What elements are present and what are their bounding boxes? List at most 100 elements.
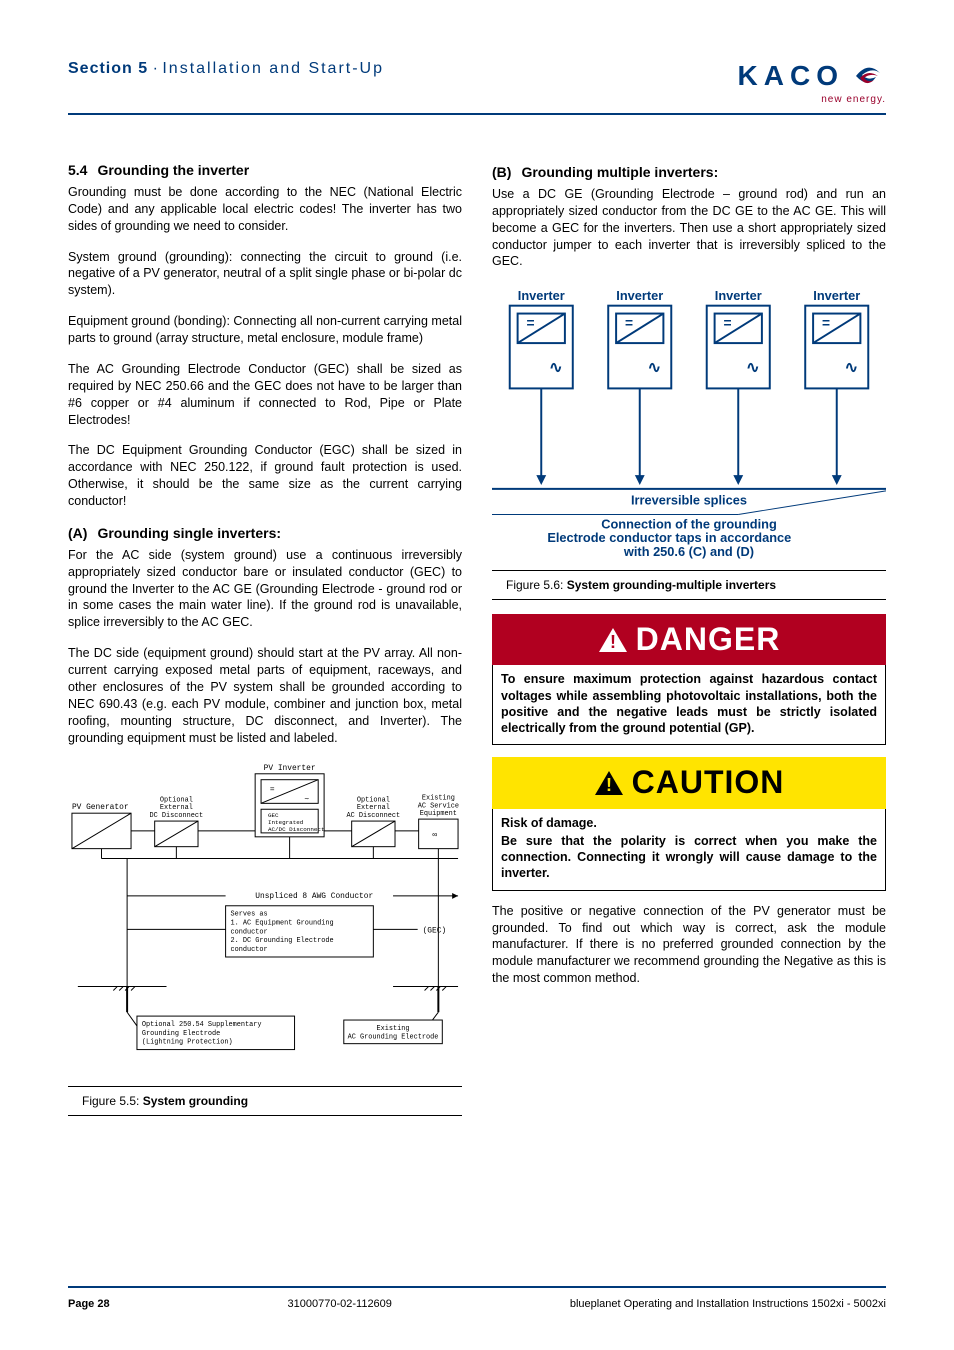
svg-text:Irreversible splices: Irreversible splices xyxy=(631,493,747,508)
svg-text:∿: ∿ xyxy=(549,360,562,377)
section-sep: · xyxy=(148,60,162,77)
para: Use a DC GE (Grounding Electrode – groun… xyxy=(492,186,886,270)
svg-text:(GEC): (GEC) xyxy=(423,927,447,936)
svg-text:(Lightning Protection): (Lightning Protection) xyxy=(142,1039,233,1047)
svg-text:=: = xyxy=(270,786,275,795)
svg-text:Unspliced 8 AWG Conductor: Unspliced 8 AWG Conductor xyxy=(255,892,373,901)
header-section: Section 5 · Installation and Start-Up xyxy=(68,60,384,78)
svg-text:AC Service: AC Service xyxy=(418,803,459,811)
danger-body: To ensure maximum protection against haz… xyxy=(492,665,886,745)
heading-text: Grounding multiple inverters: xyxy=(521,164,718,180)
para: The positive or negative connection of t… xyxy=(492,903,886,987)
svg-text:∿: ∿ xyxy=(648,360,661,377)
figure-title: System grounding xyxy=(143,1094,248,1108)
danger-header: ! DANGER xyxy=(492,614,886,665)
svg-text:Inverter: Inverter xyxy=(518,288,565,303)
footer-doc-title: blueplanet Operating and Installation In… xyxy=(570,1298,886,1310)
content-columns: 5.4 Grounding the inverter Grounding must… xyxy=(68,155,886,1130)
svg-text:Connection of the grounding: Connection of the grounding xyxy=(601,517,777,532)
section-title: Installation and Start-Up xyxy=(162,60,384,77)
svg-text:AC/DC Disconnect: AC/DC Disconnect xyxy=(268,826,325,833)
heading-text: Grounding single inverters: xyxy=(97,525,281,541)
heading-B: (B) Grounding multiple inverters: xyxy=(492,163,886,182)
page-header: Section 5 · Installation and Start-Up KA… xyxy=(68,60,886,115)
warning-icon: ! xyxy=(598,627,628,653)
svg-text:PV Inverter: PV Inverter xyxy=(264,764,316,773)
svg-text:=: = xyxy=(723,316,731,331)
right-column: (B) Grounding multiple inverters: Use a D… xyxy=(492,155,886,1130)
para: Equipment ground (bonding): Connecting a… xyxy=(68,313,462,347)
para: The DC side (equipment ground) should st… xyxy=(68,645,462,746)
caution-alert: ! CAUTION Risk of damage. Be sure that t… xyxy=(492,757,886,890)
svg-text:conductor: conductor xyxy=(231,946,268,954)
svg-text:!: ! xyxy=(606,775,612,795)
logo-text: KACO xyxy=(738,60,844,92)
svg-text:Electrode conductor taps in ac: Electrode conductor taps in accordance xyxy=(547,530,791,545)
footer-doc-id: 31000770-02-112609 xyxy=(288,1298,392,1310)
svg-text:PV Generator: PV Generator xyxy=(72,804,129,813)
svg-text:1. AC Equipment Grounding: 1. AC Equipment Grounding xyxy=(231,920,334,928)
svg-text:Optional: Optional xyxy=(357,797,390,805)
figure-5-5-caption: Figure 5.5: System grounding xyxy=(68,1086,462,1116)
para: The AC Grounding Electrode Conductor (GE… xyxy=(68,361,462,429)
page-number: 28 xyxy=(97,1298,109,1310)
section-label: Section 5 xyxy=(68,60,148,77)
heading-num: 5.4 xyxy=(68,162,87,178)
svg-text:Optional 250.54 Supplementary: Optional 250.54 Supplementary xyxy=(142,1021,262,1029)
svg-text:Serves as: Serves as xyxy=(231,911,268,919)
caution-header: ! CAUTION xyxy=(492,757,886,808)
svg-text:DC Disconnect: DC Disconnect xyxy=(150,813,204,821)
svg-text:=: = xyxy=(526,316,534,331)
svg-text:External: External xyxy=(160,805,193,813)
footer-page: Page 28 xyxy=(68,1298,110,1310)
svg-text:!: ! xyxy=(610,632,616,652)
para: For the AC side (system ground) use a co… xyxy=(68,547,462,631)
caution-body: Risk of damage. Be sure that the polarit… xyxy=(492,809,886,891)
heading-A: (A) Grounding single inverters: xyxy=(68,524,462,543)
svg-text:=: = xyxy=(625,316,633,331)
swirl-icon xyxy=(850,61,886,91)
para: Grounding must be done according to the … xyxy=(68,184,462,235)
figure-5-5-diagram: PV Inverter = ~ GEC Integrated AC/DC Dis… xyxy=(68,760,462,1075)
svg-text:Optional: Optional xyxy=(160,797,193,805)
svg-text:AC Disconnect: AC Disconnect xyxy=(347,813,401,821)
svg-text:=: = xyxy=(822,316,830,331)
caution-text: Be sure that the polarity is correct whe… xyxy=(501,833,877,882)
svg-text:Equipment: Equipment xyxy=(420,811,457,819)
page-label: Page xyxy=(68,1298,97,1310)
warning-icon: ! xyxy=(594,770,624,796)
logo-tagline: new energy. xyxy=(821,94,886,105)
figure-title: System grounding-multiple inverters xyxy=(567,578,776,592)
brand-logo: KACO new energy. xyxy=(738,60,886,105)
svg-text:∿: ∿ xyxy=(845,360,858,377)
svg-text:Inverter: Inverter xyxy=(616,288,663,303)
svg-text:Existing: Existing xyxy=(377,1025,410,1033)
page-footer: Page 28 31000770-02-112609 blueplanet Op… xyxy=(68,1286,886,1310)
svg-text:Inverter: Inverter xyxy=(715,288,762,303)
figure-5-6-diagram: Inverter Inverter Inverter Inverter xyxy=(492,284,886,560)
svg-text:2. DC Grounding Electrode: 2. DC Grounding Electrode xyxy=(231,938,334,946)
figure-label: Figure 5.5: xyxy=(82,1094,143,1108)
heading-letter: (A) xyxy=(68,525,87,541)
svg-text:~: ~ xyxy=(304,796,309,805)
para: The DC Equipment Grounding Conductor (EG… xyxy=(68,442,462,510)
heading-letter: (B) xyxy=(492,164,511,180)
svg-text:∞: ∞ xyxy=(432,831,437,840)
figure-label: Figure 5.6: xyxy=(506,578,567,592)
caution-word: CAUTION xyxy=(632,761,785,804)
svg-text:Existing: Existing xyxy=(422,795,455,803)
danger-alert: ! DANGER To ensure maximum protection ag… xyxy=(492,614,886,745)
left-column: 5.4 Grounding the inverter Grounding must… xyxy=(68,155,462,1130)
svg-text:AC Grounding Electrode: AC Grounding Electrode xyxy=(348,1034,439,1042)
svg-text:Inverter: Inverter xyxy=(813,288,860,303)
svg-text:∿: ∿ xyxy=(746,360,759,377)
svg-text:conductor: conductor xyxy=(231,929,268,937)
figure-5-6-caption: Figure 5.6: System grounding-multiple in… xyxy=(492,570,886,600)
caution-risk: Risk of damage. xyxy=(501,815,877,831)
heading-text: Grounding the inverter xyxy=(97,162,249,178)
danger-word: DANGER xyxy=(636,618,781,661)
svg-text:External: External xyxy=(357,805,390,813)
svg-text:Grounding Electrode: Grounding Electrode xyxy=(142,1030,220,1038)
heading-5-4: 5.4 Grounding the inverter xyxy=(68,161,462,180)
svg-text:with 250.6 (C) and (D): with 250.6 (C) and (D) xyxy=(623,544,754,559)
